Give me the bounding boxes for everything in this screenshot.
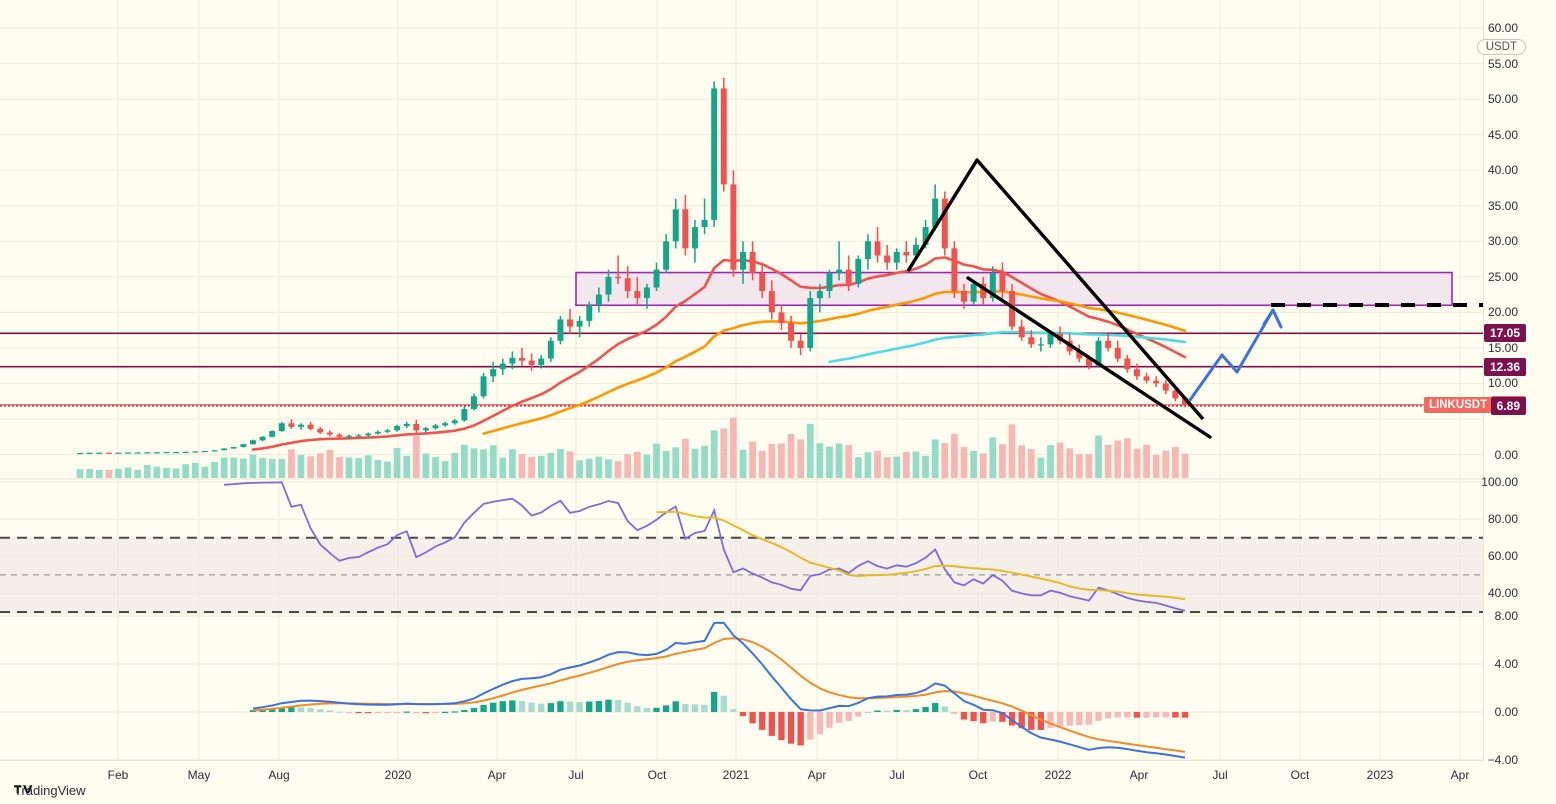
price-tick: 50.00 [1487,92,1518,107]
tradingview-brand-label: TradingView [14,783,86,798]
rsi-tick: 60.00 [1487,549,1518,564]
price-axis[interactable] [1483,0,1556,760]
rsi-line [224,481,1186,612]
time-tick: 2023 [1366,768,1394,782]
time-tick: Aug [268,768,290,782]
price-badge[interactable]: 12.36 [1483,357,1526,376]
price-badge[interactable]: 17.05 [1483,324,1526,343]
time-tick: Apr [487,768,507,782]
time-tick: Jul [568,768,584,782]
price-tick: 10.00 [1487,376,1518,391]
rsi-tick: 100.00 [1481,475,1518,489]
time-tick: Jul [889,768,905,782]
price-tick: 30.00 [1487,234,1518,249]
time-tick: Apr [1450,768,1470,782]
projection-path [1188,308,1275,402]
tradingview-brand: TradingView [14,783,86,798]
rsi-tick: 80.00 [1487,512,1518,527]
projection-arrowhead [1262,308,1283,329]
currency-badge: USDT [1476,39,1526,55]
price-tick: 45.00 [1487,127,1518,142]
lower-trendline [966,276,1212,439]
time-axis[interactable]: Feb May Aug 2020 Apr Jul Oct 2021 Apr Jul Oct 2022 A… [0,760,1484,791]
time-tick: May [187,768,211,782]
price-tick: 35.00 [1487,198,1518,213]
symbol-price-badge[interactable]: LINKUSDT [1424,396,1493,413]
time-tick: Oct [968,768,988,782]
time-tick: 2022 [1044,768,1072,782]
macd-tick: 4.00 [1494,657,1518,671]
time-tick: 2021 [722,768,750,782]
time-tick: 2020 [384,768,412,782]
macd-tick: 8.00 [1494,609,1518,623]
rsi-tick: 40.00 [1487,586,1518,601]
price-tick: 60.00 [1487,21,1518,35]
rsi-sma-line [656,510,1186,601]
price-tick: 40.00 [1487,163,1518,178]
time-tick: Oct [1290,768,1310,782]
price-tick: 25.00 [1487,269,1518,284]
price-tick: 15.00 [1487,340,1518,355]
time-tick: Feb [107,768,129,782]
upper-trendline [906,158,1205,421]
macd-tick: 0.00 [1494,705,1518,719]
time-tick: Apr [1129,768,1149,782]
tradingview-logo-icon [14,785,33,794]
price-tick: 0.00 [1494,447,1518,462]
price-tick: 20.00 [1487,305,1518,320]
time-tick: Jul [1212,768,1228,782]
macd-tick: −4.00 [1487,753,1518,767]
time-tick: Oct [647,768,667,782]
price-badge[interactable]: 6.89 [1490,396,1526,415]
price-tick: 55.00 [1487,56,1518,71]
time-tick: Apr [807,768,827,782]
